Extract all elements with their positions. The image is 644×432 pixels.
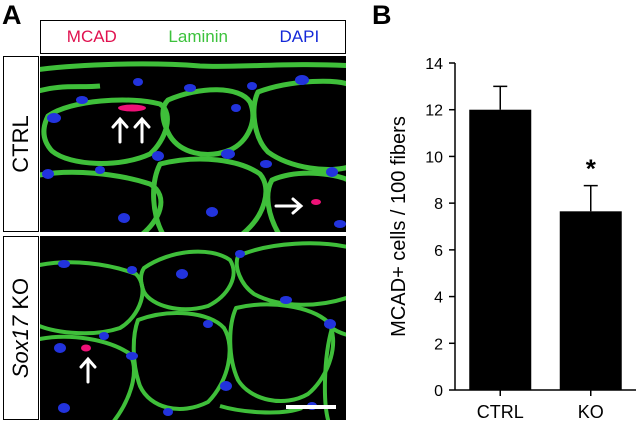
row-label-ctrl-text: CTRL	[8, 115, 33, 173]
legend-laminin: Laminin	[168, 27, 228, 46]
row-label-ctrl: CTRL	[3, 56, 39, 232]
y-tick-label: 2	[434, 336, 443, 353]
y-tick-label: 10	[425, 149, 443, 166]
significance-marker: *	[586, 154, 597, 184]
row-label-ko-gene: Sox17	[8, 315, 33, 379]
y-tick-label: 0	[434, 383, 443, 400]
y-tick-label: 6	[434, 243, 443, 260]
legend-dapi: DAPI	[279, 27, 320, 46]
x-tick-label: KO	[578, 402, 604, 422]
row-label-ko: Sox17 KO	[3, 236, 39, 420]
row-label-ko-text: KO	[8, 277, 33, 316]
bar-chart: 0 2 4 6 8 10 12 14 MCAD+ cells / 100 fibers CTRL K…	[388, 56, 636, 422]
y-tick-label: 4	[434, 290, 443, 307]
panel-b-letter: B	[372, 0, 392, 30]
x-tick-label: CTRL	[477, 402, 524, 422]
y-tick-label: 12	[425, 103, 443, 120]
y-tick-label: 8	[434, 196, 443, 213]
bar-ctrl	[469, 109, 532, 390]
micrograph-ctrl	[40, 56, 346, 232]
legend-mcad: MCAD	[66, 27, 117, 46]
y-axis-label: MCAD+ cells / 100 fibers	[388, 116, 410, 337]
stain-legend: MCAD Laminin DAPI	[40, 20, 346, 54]
y-tick-label: 14	[425, 56, 443, 73]
bar-ko	[559, 211, 622, 390]
micrograph-ko	[40, 236, 346, 420]
panel-a-letter: A	[2, 0, 22, 30]
